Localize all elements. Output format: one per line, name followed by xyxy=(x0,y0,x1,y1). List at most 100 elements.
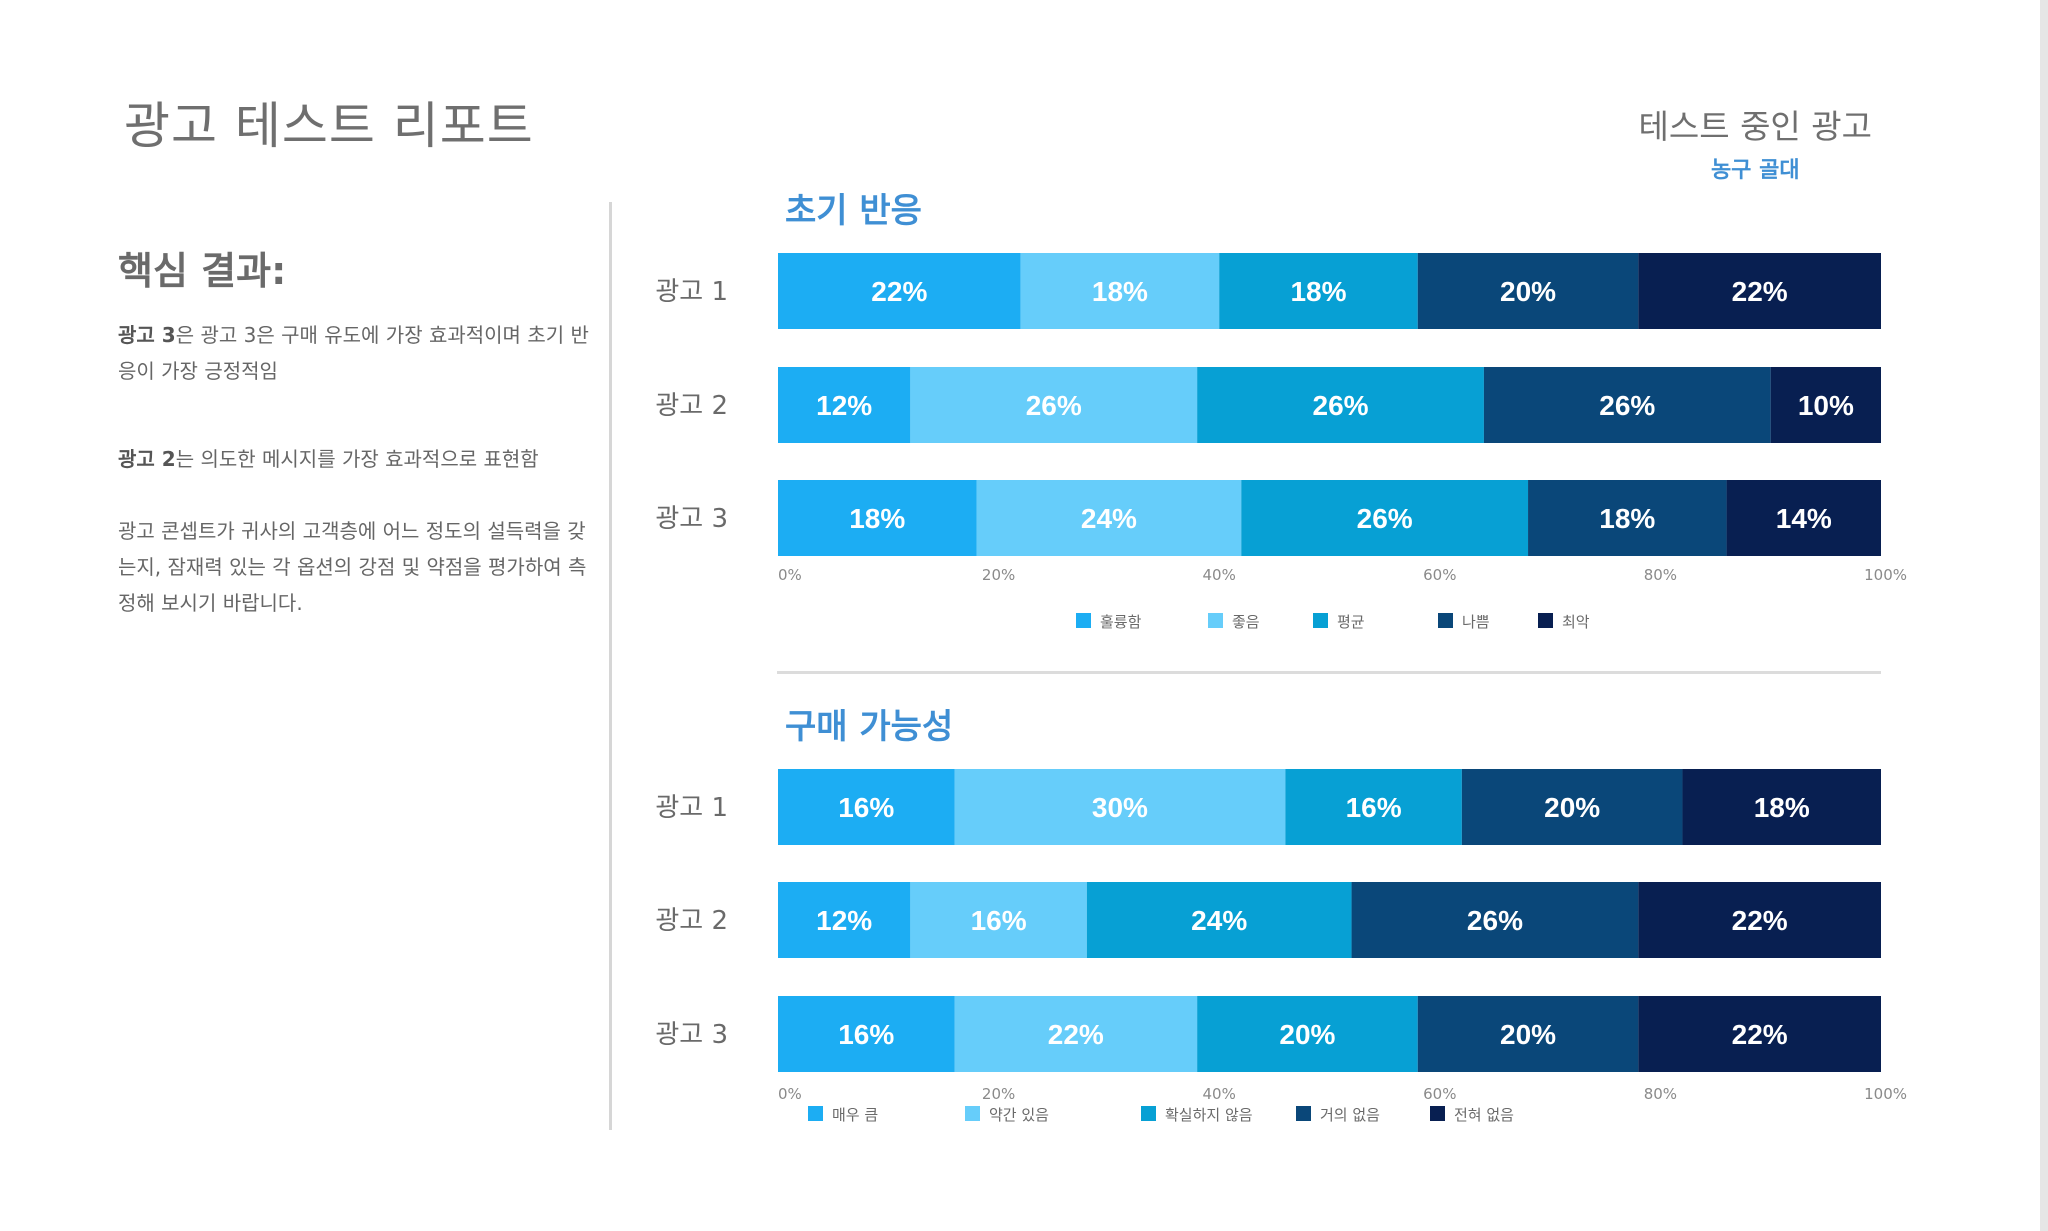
bar-segment xyxy=(1770,367,1881,443)
data-label: 22% xyxy=(1732,1019,1788,1050)
data-label: 16% xyxy=(971,905,1027,936)
data-label: 16% xyxy=(1346,792,1402,823)
legend-label: 거의 없음 xyxy=(1320,1106,1380,1124)
legend-swatch xyxy=(1538,613,1553,628)
legend-label: 약간 있음 xyxy=(989,1106,1049,1124)
data-label: 22% xyxy=(1048,1019,1104,1050)
data-label: 18% xyxy=(1754,792,1810,823)
bar-segment xyxy=(910,882,1087,958)
legend-swatch xyxy=(1208,613,1223,628)
data-label: 20% xyxy=(1279,1019,1335,1050)
bar-segment xyxy=(778,253,1021,329)
finding-1-text: 은 광고 3은 구매 유도에 가장 효과적이며 초기 반응이 가장 긍정적임 xyxy=(118,323,589,383)
x-tick-label: 80% xyxy=(1644,1085,1677,1103)
chart-1-title: 초기 반응 xyxy=(785,191,922,231)
bar-segment xyxy=(778,996,955,1072)
bar-segment xyxy=(954,996,1198,1072)
bar-segment xyxy=(778,882,911,958)
ad-under-test-label: 테스트 중인 광고 xyxy=(1638,107,1873,146)
data-label: 22% xyxy=(1732,905,1788,936)
data-label: 26% xyxy=(1026,390,1082,421)
bar-segment xyxy=(954,769,1286,845)
legend-label: 확실하지 않음 xyxy=(1165,1106,1253,1124)
key-findings-panel: 핵심 결과: 광고 3은 광고 3은 구매 유도에 가장 효과적이며 초기 반응… xyxy=(118,240,598,621)
x-tick-label: 0% xyxy=(778,566,802,584)
legend-swatch xyxy=(1141,1106,1156,1121)
legend-swatch xyxy=(1313,613,1328,628)
legend-swatch xyxy=(808,1106,823,1121)
data-label: 24% xyxy=(1081,503,1137,534)
data-label: 16% xyxy=(838,792,894,823)
page-edge xyxy=(2040,0,2048,1231)
bar-segment xyxy=(1285,769,1462,845)
data-label: 18% xyxy=(1290,276,1346,307)
bar-segment xyxy=(1638,996,1881,1072)
legend-label: 훌륭함 xyxy=(1100,613,1142,631)
vertical-divider xyxy=(609,202,612,1130)
data-label: 10% xyxy=(1798,390,1854,421)
finding-2-bold: 광고 2 xyxy=(118,447,176,471)
bar-segment xyxy=(1528,480,1727,556)
row-label: 광고 1 xyxy=(655,793,728,823)
bar-segment xyxy=(1020,253,1220,329)
data-label: 12% xyxy=(816,905,872,936)
bar-segment xyxy=(1197,996,1418,1072)
legend-label: 전혀 없음 xyxy=(1454,1106,1514,1124)
bar-segment xyxy=(1417,253,1639,329)
legend-swatch xyxy=(1296,1106,1311,1121)
x-tick-label: 20% xyxy=(982,566,1015,584)
legend-label: 최악 xyxy=(1562,613,1590,631)
bar-segment xyxy=(1241,480,1529,556)
x-tick-label: 40% xyxy=(1203,1085,1236,1103)
bar-segment xyxy=(778,480,977,556)
bar-segment xyxy=(1638,253,1881,329)
page-title: 광고 테스트 리포트 xyxy=(124,97,534,155)
legend-swatch xyxy=(965,1106,980,1121)
finding-1-bold: 광고 3 xyxy=(118,323,176,347)
bar-segment xyxy=(910,367,1198,443)
legend-label: 나쁨 xyxy=(1462,613,1490,631)
bar-segment xyxy=(1086,882,1352,958)
x-tick-label: 60% xyxy=(1423,566,1456,584)
data-label: 16% xyxy=(838,1019,894,1050)
data-label: 26% xyxy=(1467,905,1523,936)
legend-swatch xyxy=(1430,1106,1445,1121)
bar-segment xyxy=(1726,480,1881,556)
data-label: 30% xyxy=(1092,792,1148,823)
bar-segment xyxy=(1351,882,1639,958)
bar-segment xyxy=(1638,882,1881,958)
bar-segment xyxy=(1197,367,1484,443)
data-label: 18% xyxy=(849,503,905,534)
data-label: 14% xyxy=(1776,503,1832,534)
legend-label: 매우 큼 xyxy=(832,1106,878,1124)
row-label: 광고 1 xyxy=(655,277,728,307)
row-label: 광고 2 xyxy=(655,906,728,936)
ad-under-test-value: 농구 골대 xyxy=(1710,158,1800,183)
chart-section-divider xyxy=(777,671,1881,674)
data-label: 26% xyxy=(1599,390,1655,421)
data-label: 18% xyxy=(1092,276,1148,307)
x-tick-label: 40% xyxy=(1203,566,1236,584)
bar-segment xyxy=(1219,253,1418,329)
finding-2: 광고 2는 의도한 메시지를 가장 효과적으로 표현함 xyxy=(118,441,598,477)
key-findings-heading: 핵심 결과: xyxy=(118,249,287,293)
data-label: 26% xyxy=(1313,390,1369,421)
bar-segment xyxy=(778,367,911,443)
x-tick-label: 60% xyxy=(1423,1085,1456,1103)
row-label: 광고 3 xyxy=(655,504,728,534)
bar-segment xyxy=(778,769,955,845)
x-tick-label: 0% xyxy=(778,1085,802,1103)
ad-under-test: 테스트 중인 광고 농구 골대 xyxy=(1639,100,1873,184)
legend-label: 좋음 xyxy=(1232,613,1260,631)
legend-swatch xyxy=(1076,613,1091,628)
finding-3: 광고 콘셉트가 귀사의 고객층에 어느 정도의 설득력을 갖는지, 잠재력 있는… xyxy=(118,519,587,615)
chart-2-title: 구매 가능성 xyxy=(785,707,953,747)
data-label: 20% xyxy=(1544,792,1600,823)
x-tick-label: 80% xyxy=(1644,566,1677,584)
row-label: 광고 3 xyxy=(655,1020,728,1050)
data-label: 20% xyxy=(1500,276,1556,307)
bar-segment xyxy=(1417,996,1639,1072)
data-label: 24% xyxy=(1191,905,1247,936)
bar-segment xyxy=(1461,769,1683,845)
